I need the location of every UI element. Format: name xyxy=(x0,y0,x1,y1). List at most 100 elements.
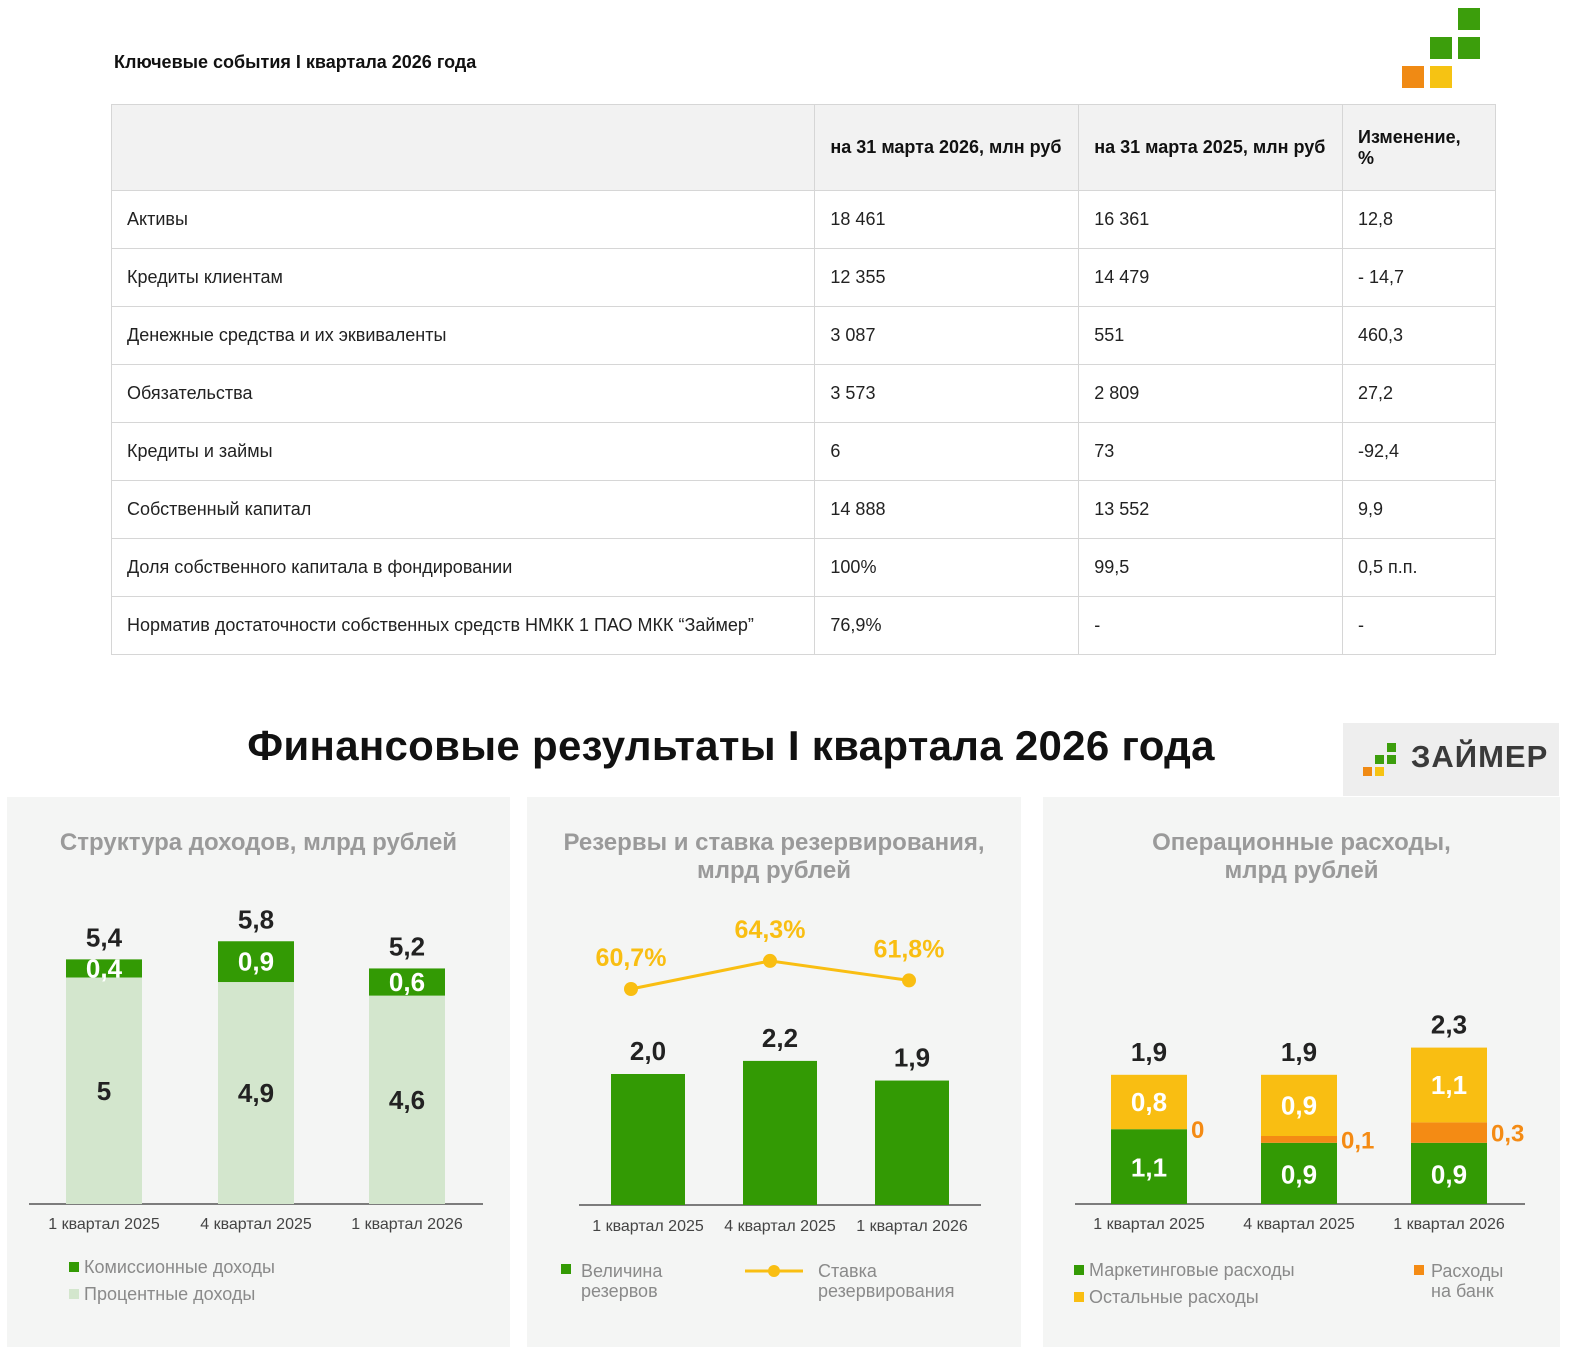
brand-logo-icon xyxy=(1363,743,1399,779)
bar-interest-income xyxy=(369,995,445,1204)
value-cell: 13 552 xyxy=(1078,480,1343,539)
column-header: на 31 марта 2025, млн руб xyxy=(1078,104,1343,191)
bank-label: 0 xyxy=(1191,1117,1204,1144)
column-header xyxy=(110,104,816,191)
value-cell: 27,2 xyxy=(1342,364,1496,423)
bar-other-expenses xyxy=(1111,1074,1187,1130)
data-label: 5 xyxy=(97,1076,111,1106)
x-tick-label: 1 квартал 2025 xyxy=(48,1216,160,1233)
value-cell: - xyxy=(1342,596,1496,655)
table-row: Обязательства 3 573 2 809 27,2 xyxy=(110,364,1496,423)
legend-swatch xyxy=(561,1264,571,1274)
legend-label: Величина резервов xyxy=(581,1261,663,1301)
total-label: 2,3 xyxy=(1431,1010,1467,1040)
data-label: 0,9 xyxy=(1281,1090,1317,1120)
data-label: 2,2 xyxy=(762,1023,798,1053)
table-body: Активы 18 461 16 361 12,8 Кредиты клиентам 12… xyxy=(110,190,1496,655)
x-tick-label: 1 квартал 2026 xyxy=(351,1216,463,1233)
row-label-cell: Активы xyxy=(110,190,816,249)
data-label: 0,6 xyxy=(389,967,425,997)
data-label: 2,0 xyxy=(630,1036,666,1066)
bar-interest-income xyxy=(218,982,294,1204)
table-title: Ключевые события I квартала 2026 года xyxy=(114,52,477,72)
value-cell: 6 xyxy=(814,422,1080,481)
total-label: 1,9 xyxy=(1281,1037,1317,1067)
row-label-cell: Обязательства xyxy=(110,364,816,423)
bar-marketing-expenses xyxy=(1261,1142,1337,1204)
legend-label: Остальные расходы xyxy=(1089,1287,1259,1307)
data-label: 4,9 xyxy=(238,1078,274,1108)
rate-point xyxy=(902,973,916,988)
zaymer-logo-icon xyxy=(1402,8,1482,90)
legend-item-interest: Процентные доходы xyxy=(69,1284,255,1304)
value-cell: 18 461 xyxy=(814,190,1080,249)
column-header: на 31 марта 2026, млн руб xyxy=(814,104,1080,191)
chart-title: Структура доходов, млрд рублей xyxy=(59,829,458,856)
bar-commission-income xyxy=(218,941,294,983)
legend-swatch xyxy=(1074,1292,1084,1302)
bar-interest-income xyxy=(66,977,142,1204)
x-tick-label: 4 квартал 2025 xyxy=(1243,1216,1355,1233)
table-row: Денежные средства и их эквиваленты 3 087 5… xyxy=(110,306,1496,365)
value-cell: 73 xyxy=(1078,422,1343,481)
legend-item-rate: Ставка резервирования xyxy=(745,1261,955,1301)
row-label-cell: Норматив достаточности собственных средс… xyxy=(110,596,816,655)
total-label: 5,8 xyxy=(238,904,274,934)
data-label: 0,9 xyxy=(238,947,274,977)
value-cell: 14 479 xyxy=(1078,248,1343,307)
x-tick-label: 1 квартал 2026 xyxy=(856,1218,968,1235)
bar-bank-expenses xyxy=(1411,1122,1487,1143)
opex-panel: Операционные расходы, млрд рублей 1,1 0,8… xyxy=(1043,797,1560,1347)
row-label-cell: Денежные средства и их эквиваленты xyxy=(110,306,816,365)
value-cell: 12,8 xyxy=(1342,190,1496,249)
value-cell: - 14,7 xyxy=(1342,248,1496,307)
data-label: 0,8 xyxy=(1131,1087,1167,1117)
brand-badge: ЗАЙМЕР xyxy=(1343,723,1559,796)
data-label: 0,4 xyxy=(86,953,123,983)
table-row: Активы 18 461 16 361 12,8 xyxy=(110,190,1496,249)
chart-title: Резервы и ставка резервирования, млрд ру… xyxy=(563,829,985,884)
value-cell: 99,5 xyxy=(1078,538,1343,597)
legend-label: Ставка резервирования xyxy=(818,1261,955,1301)
data-label: 1,1 xyxy=(1131,1153,1167,1183)
legend-item-bank: Расходы на банк xyxy=(1414,1261,1524,1301)
bar-marketing-expenses xyxy=(1111,1129,1187,1204)
data-label: 0,9 xyxy=(1281,1159,1317,1189)
value-cell: 3 573 xyxy=(814,364,1080,423)
row-label-cell: Кредиты клиентам xyxy=(110,248,816,307)
brand-name: ЗАЙМЕР xyxy=(1411,739,1549,774)
bar-other-expenses xyxy=(1411,1047,1487,1123)
legend-swatch xyxy=(1414,1265,1424,1275)
value-cell: 551 xyxy=(1078,306,1343,365)
rate-point xyxy=(763,953,777,968)
x-tick-label: 1 квартал 2025 xyxy=(592,1218,704,1235)
row-label-cell: Кредиты и займы xyxy=(110,422,816,481)
data-label: 1,9 xyxy=(894,1043,930,1073)
rate-label: 60,7% xyxy=(596,944,667,972)
table-row: Кредиты и займы 6 73 -92,4 xyxy=(110,422,1496,481)
legend-label: Процентные доходы xyxy=(84,1284,256,1304)
row-label-cell: Собственный капитал xyxy=(110,480,816,539)
legend-item-marketing: Маркетинговые расходы xyxy=(1074,1260,1295,1280)
value-cell: 3 087 xyxy=(814,306,1080,365)
row-label-cell: Доля собственного капитала в фондировани… xyxy=(110,538,816,597)
legend-label: Комиссионные доходы xyxy=(84,1257,275,1277)
section-title: Финансовые результаты I квартала 2026 го… xyxy=(247,722,1215,769)
table-row: Норматив достаточности собственных средс… xyxy=(110,596,1496,655)
legend-item-other: Остальные расходы xyxy=(1074,1287,1259,1307)
chart-title: Операционные расходы, млрд рублей xyxy=(1152,829,1451,884)
total-label: 5,4 xyxy=(86,922,123,952)
legend-swatch xyxy=(1074,1265,1084,1275)
bar-other-expenses xyxy=(1261,1074,1337,1136)
opex-chart: 1,1 0,8 0 1,9 1 квартал 2025 0,9 0,9 0,1 1,9 4 кв… xyxy=(1075,1010,1525,1233)
table-header-row: на 31 марта 2026, млн руб на 31 марта 20… xyxy=(110,104,1496,191)
bar-commission-income xyxy=(66,959,142,978)
column-header: Изменение, % xyxy=(1342,104,1496,191)
value-cell: 2 809 xyxy=(1078,364,1343,423)
rate-label: 61,8% xyxy=(874,935,945,963)
value-cell: 0,5 п.п. xyxy=(1342,538,1496,597)
bar-bank-expenses xyxy=(1261,1136,1337,1143)
x-tick-label: 1 квартал 2026 xyxy=(1393,1216,1505,1233)
table-row: Доля собственного капитала в фондировани… xyxy=(110,538,1496,597)
x-tick-label: 4 квартал 2025 xyxy=(724,1218,836,1235)
